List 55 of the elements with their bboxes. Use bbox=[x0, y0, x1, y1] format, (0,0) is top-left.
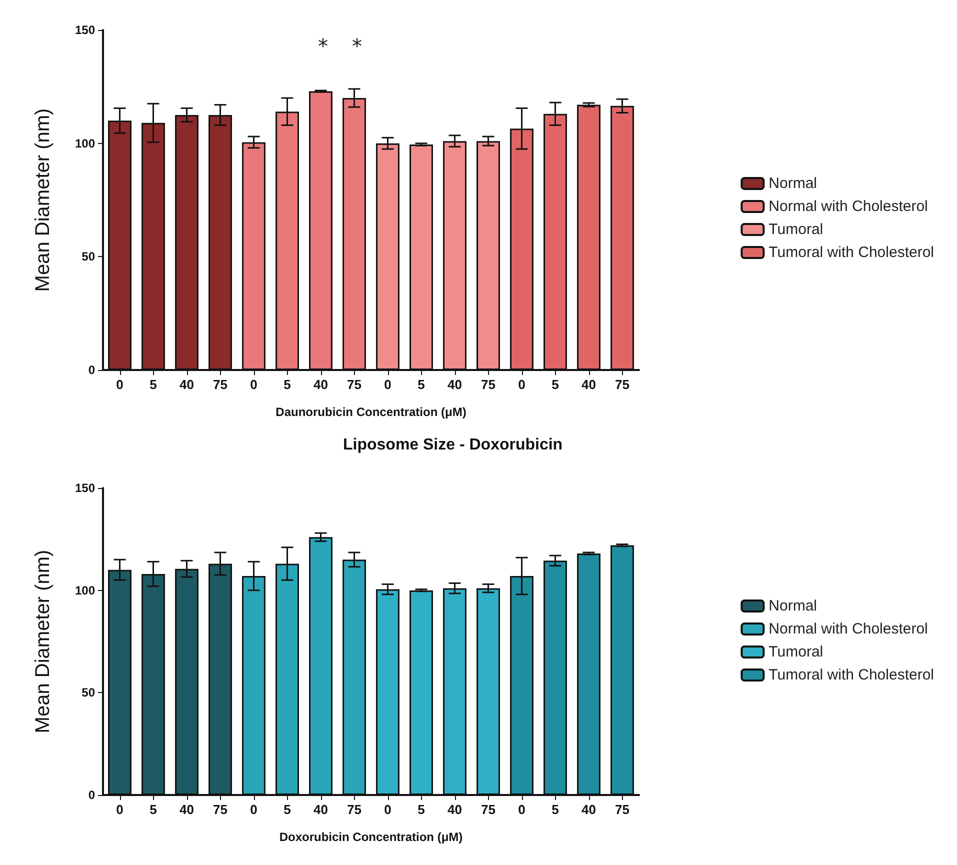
annotation: * bbox=[352, 34, 362, 58]
x-tick-label: 75 bbox=[347, 377, 362, 392]
x-tick-label: 0 bbox=[384, 377, 392, 392]
legend-label: Tumoral with Cholesterol bbox=[768, 244, 934, 261]
x-tick-label: 5 bbox=[418, 377, 425, 392]
x-tick-label: 75 bbox=[481, 802, 496, 817]
y-tick-label: 100 bbox=[74, 136, 96, 150]
y-tick-label: 0 bbox=[88, 363, 96, 377]
legend-label: Normal with Cholesterol bbox=[768, 620, 928, 638]
x-tick-label: 40 bbox=[582, 377, 596, 392]
y-tick-label: 150 bbox=[74, 23, 96, 37]
x-tick-label: 75 bbox=[213, 377, 228, 392]
x-tick-label: 0 bbox=[250, 377, 258, 392]
x-tick-label: 0 bbox=[250, 802, 258, 817]
legend-label: Tumoral bbox=[768, 221, 824, 238]
x-tick-label: 40 bbox=[448, 377, 462, 392]
x-tick-label: 5 bbox=[150, 377, 157, 392]
annotation: * bbox=[318, 34, 328, 58]
y-tick-label: 0 bbox=[88, 788, 96, 802]
legend-label: Tumoral with Cholesterol bbox=[768, 666, 934, 684]
x-tick-label: 75 bbox=[615, 802, 630, 817]
x-tick-label: 75 bbox=[347, 802, 362, 817]
x-tick-label: 0 bbox=[518, 377, 526, 392]
x-tick-label: 40 bbox=[180, 802, 194, 817]
chart-title: Liposome Size - Doxorubicin bbox=[343, 436, 563, 454]
x-tick-label: 0 bbox=[518, 802, 526, 817]
y-tick-label: 150 bbox=[74, 481, 96, 495]
legend-label: Normal bbox=[768, 175, 818, 192]
x-tick-label: 0 bbox=[116, 377, 124, 392]
y-axis-title: Mean Diameter (nm) bbox=[32, 550, 54, 734]
x-tick-label: 0 bbox=[116, 802, 124, 817]
x-tick-label: 5 bbox=[418, 802, 425, 817]
x-axis-title: Doxorubicin Concentration (μM) bbox=[279, 830, 463, 844]
x-tick-label: 5 bbox=[552, 802, 559, 817]
legend-label: Tumoral bbox=[768, 644, 824, 660]
y-tick-label: 50 bbox=[82, 250, 96, 264]
legend-label: Normal with Cholesterol bbox=[768, 198, 928, 215]
y-tick-label: 100 bbox=[74, 583, 96, 598]
y-axis-title: Mean Diameter (nm) bbox=[32, 108, 54, 292]
x-tick-label: 5 bbox=[552, 377, 559, 392]
x-tick-label: 75 bbox=[481, 377, 496, 392]
x-tick-label: 40 bbox=[314, 377, 328, 392]
y-tick-label: 50 bbox=[82, 686, 96, 700]
legend-label: Normal bbox=[768, 598, 818, 614]
x-tick-label: 40 bbox=[314, 802, 328, 817]
x-tick-label: 0 bbox=[384, 802, 392, 817]
x-tick-label: 75 bbox=[213, 802, 228, 817]
x-tick-label: 5 bbox=[150, 802, 157, 817]
x-tick-label: 75 bbox=[615, 377, 630, 392]
x-tick-label: 40 bbox=[180, 377, 194, 392]
x-axis-title: Daunorubicin Concentration (μM) bbox=[276, 405, 466, 419]
x-tick-label: 40 bbox=[448, 802, 462, 817]
x-tick-label: 5 bbox=[284, 377, 291, 392]
x-tick-label: 5 bbox=[284, 802, 291, 817]
x-tick-label: 40 bbox=[582, 802, 596, 817]
